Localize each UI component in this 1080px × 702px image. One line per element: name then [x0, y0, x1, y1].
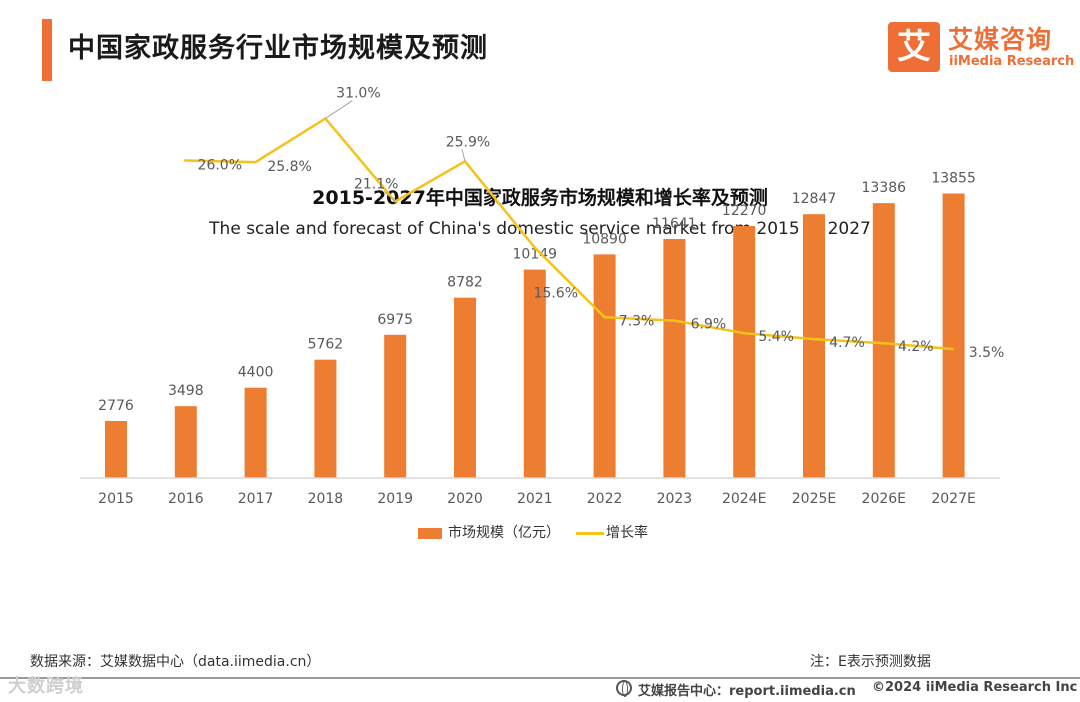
bar-labels-layer: 2776349844005762697587821014910890116411…: [98, 171, 976, 414]
logo-name-en: iiMedia Research: [949, 54, 1075, 69]
line-label-2023: 6.9%: [691, 317, 727, 333]
bar-label-2025E: 12847: [792, 191, 837, 207]
footer-divider: [0, 677, 1080, 679]
line-label-2020: 25.9%: [446, 134, 490, 150]
line-label-2024E: 5.4%: [758, 329, 794, 345]
bar-label-2016: 3498: [168, 383, 204, 399]
bar-2018: [314, 359, 337, 478]
line-label-2021: 15.6%: [534, 286, 578, 302]
bar-label-2026E: 13386: [862, 180, 907, 196]
x-tick-2018: 2018: [308, 491, 344, 507]
line-label-2016: 26.0%: [198, 157, 242, 173]
x-tick-2022: 2022: [587, 491, 623, 507]
legend-swatch-line: [576, 532, 604, 535]
bar-2022: [593, 254, 616, 478]
legend-item-line: 增长率: [576, 523, 676, 543]
line-label-2017: 25.8%: [267, 159, 311, 175]
line-label-2022: 7.3%: [619, 313, 655, 329]
chart-title: 2015-2027年中国家政服务市场规模和增长率及预测: [312, 187, 768, 209]
bar-2021: [523, 269, 546, 478]
forecast-note: 注：E表示预测数据: [810, 654, 931, 670]
line-label-2027E: 3.5%: [969, 345, 1005, 361]
logo-mark-icon: 艾: [888, 22, 940, 72]
bar-2016: [174, 406, 197, 478]
header-accent-bar: [42, 19, 52, 81]
watermark: 大数跨境: [8, 676, 84, 697]
bar-2019: [384, 334, 407, 478]
line-label-2026E: 4.2%: [898, 339, 934, 355]
bar-2026E: [872, 203, 895, 478]
x-tick-2027E: 2027E: [931, 491, 975, 507]
globe-icon: [616, 680, 632, 697]
line-labels-layer: 26.0% 25.8% 31.0% 21.1% 25.9% 15.6% 7.3% 6.9% 5.…: [198, 86, 1005, 362]
footer-copyright: ©2024 iiMedia Research Inc: [872, 680, 1078, 695]
x-tick-2021: 2021: [517, 491, 553, 507]
logo-name-cn: 艾媒咨询: [948, 25, 1053, 54]
x-tick-2026E: 2026E: [862, 491, 906, 507]
bar-label-2027E: 13855: [931, 171, 976, 187]
x-tick-2019: 2019: [377, 491, 413, 507]
footer-report-link[interactable]: 艾媒报告中心：report.iimedia.cn: [638, 684, 856, 699]
chart-subtitle: The scale and forecast of China's domest…: [209, 219, 871, 239]
bars-layer: [105, 193, 965, 479]
growth-rate-line: [185, 117, 954, 351]
x-tick-2015: 2015: [98, 491, 134, 507]
bar-label-2024E: 12270: [722, 203, 767, 219]
bar-label-2020: 8782: [447, 275, 483, 291]
legend-swatch-bar: [418, 528, 442, 539]
bar-2024E: [733, 226, 756, 478]
x-tick-2020: 2020: [447, 491, 483, 507]
bar-2017: [244, 387, 267, 478]
bar-2027E: [942, 193, 965, 478]
legend-label-bar: 市场规模（亿元）: [448, 525, 560, 541]
bar-label-2018: 5762: [308, 337, 344, 353]
legend-label-line: 增长率: [606, 525, 648, 541]
bar-2020: [454, 297, 476, 478]
page-title: 中国家政服务行业市场规模及预测: [68, 33, 488, 64]
bar-label-2019: 6975: [377, 312, 413, 328]
line-layer: [183, 117, 954, 351]
line-label-2025E: 4.7%: [829, 335, 865, 351]
bar-label-2015: 2776: [98, 398, 134, 414]
brand-logo: 艾 艾媒咨询 iiMedia Research: [888, 20, 1074, 74]
leader-line-2018: [325, 100, 353, 119]
x-tick-2017: 2017: [238, 491, 274, 507]
bar-label-2017: 4400: [238, 365, 274, 381]
line-label-2018: 31.0%: [336, 86, 380, 102]
bar-2023: [663, 238, 686, 478]
x-tick-2016: 2016: [168, 491, 204, 507]
x-tick-2025E: 2025E: [792, 491, 836, 507]
bar-label-2022: 10890: [582, 231, 627, 247]
bar-label-2023: 11641: [652, 216, 697, 232]
leader-line-2019: [383, 191, 396, 202]
bar-2025E: [803, 214, 825, 479]
bar-2015: [105, 420, 127, 478]
x-tick-2023: 2023: [657, 491, 693, 507]
data-source: 数据来源：艾媒数据中心（data.iimedia.cn）: [30, 654, 321, 670]
leader-line-2020: [461, 149, 466, 162]
legend-item-bar: 市场规模（亿元）: [418, 523, 568, 543]
x-tick-2024E: 2024E: [722, 491, 766, 507]
x-ticks-layer: 2015 2016 2017 2018 2019 2020 2021 2022 2023 2024…: [98, 491, 976, 507]
line-label-2019: 21.1%: [354, 177, 398, 193]
